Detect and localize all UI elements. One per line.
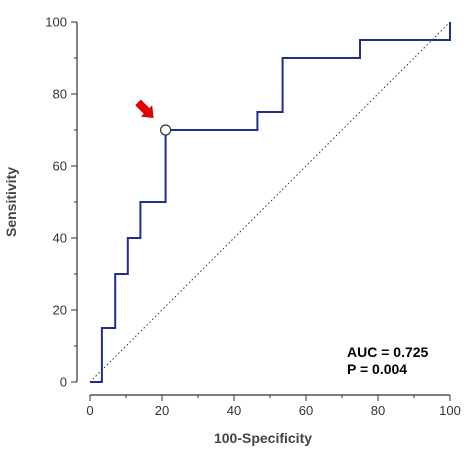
auc-annotation: AUC = 0.725 <box>347 344 429 360</box>
x-tick-label: 60 <box>299 403 313 418</box>
series <box>89 21 451 383</box>
x-axis-title: 100-Specificity <box>214 430 312 446</box>
y-axis-title: Sensitivity <box>3 167 19 237</box>
y-tick-label: 100 <box>45 15 67 30</box>
y-tick-label: 0 <box>60 375 67 390</box>
y-tick-label: 80 <box>53 87 67 102</box>
y-tick-label: 60 <box>53 159 67 174</box>
x-tick-label: 40 <box>227 403 241 418</box>
y-tick-label: 40 <box>53 231 67 246</box>
y-tick-label: 20 <box>53 303 67 318</box>
pointer-arrow-shape <box>135 99 154 118</box>
x-tick-label: 80 <box>371 403 385 418</box>
optimal-cutoff-marker <box>160 124 172 136</box>
x-tick-label: 20 <box>155 403 169 418</box>
x-tick-label: 100 <box>439 403 461 418</box>
reference-diagonal-line <box>89 21 451 383</box>
pointer-arrow-icon <box>135 99 154 118</box>
p-value-annotation: P = 0.004 <box>347 361 407 377</box>
ticks: 0 20 40 60 80 100 0 20 40 60 80 100 <box>45 15 461 419</box>
markers <box>135 99 172 136</box>
roc-curve-line <box>90 22 451 383</box>
x-tick-label: 0 <box>86 403 93 418</box>
